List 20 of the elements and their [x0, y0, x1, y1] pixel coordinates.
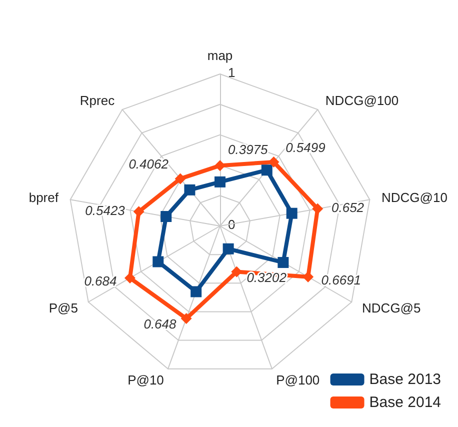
spoke-label: P@5: [48, 300, 78, 316]
data-label: 0.652: [332, 200, 365, 216]
spoke-label: Rprec: [80, 92, 116, 108]
data-label: 0.3975: [228, 142, 269, 158]
legend-label: Base 2013: [369, 371, 442, 388]
spoke-label: NDCG@10: [382, 190, 448, 206]
spoke-label: map: [207, 48, 233, 63]
spoke-label: NDCG@100: [325, 92, 399, 108]
legend-label: Base 2014: [369, 394, 442, 411]
spoke-label: P@10: [128, 372, 164, 388]
data-label: 0.6691: [321, 272, 362, 288]
spoke-label: NDCG@5: [362, 300, 421, 316]
spoke-label: bpref: [28, 190, 59, 206]
data-label: 0.4062: [128, 156, 170, 172]
spoke-label: P@100: [276, 372, 320, 388]
data-label: 0.684: [84, 273, 117, 288]
data-label: 0.648: [144, 316, 178, 332]
data-label: 0.5499: [286, 140, 326, 155]
y-tick-label: 1: [228, 65, 236, 80]
data-label: 0.5423: [85, 203, 126, 218]
